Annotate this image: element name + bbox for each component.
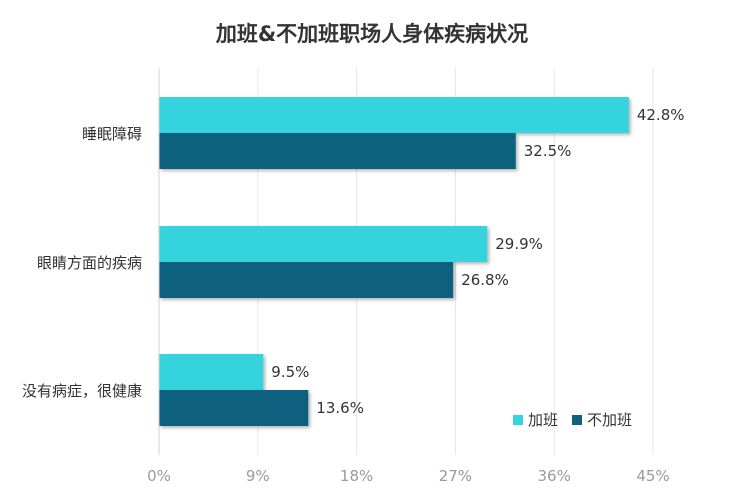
x-tick-label: 9% <box>246 467 270 485</box>
x-tick-label: 45% <box>636 467 669 485</box>
bar-no-overtime <box>159 390 309 426</box>
bar-overtime <box>159 97 629 133</box>
x-tick-label: 0% <box>147 467 171 485</box>
data-label: 29.9% <box>495 235 543 253</box>
data-label: 26.8% <box>461 271 509 289</box>
data-label: 32.5% <box>524 142 572 160</box>
x-tick-label: 18% <box>340 467 373 485</box>
category-label: 睡眠障碍 <box>82 125 142 143</box>
category-label: 没有病症，很健康 <box>22 382 142 400</box>
chart-title: 加班&不加班职场人身体疾病状况 <box>215 22 529 46</box>
legend-label: 不加班 <box>587 411 632 429</box>
x-tick-label: 36% <box>538 467 571 485</box>
legend-swatch <box>572 415 582 425</box>
data-label: 42.8% <box>637 106 685 124</box>
data-label: 13.6% <box>316 399 364 417</box>
x-tick-label: 27% <box>439 467 472 485</box>
bar-overtime <box>159 226 488 262</box>
data-label: 9.5% <box>271 363 309 381</box>
bar-no-overtime <box>159 133 516 169</box>
bar-overtime <box>159 354 264 390</box>
legend-label: 加班 <box>528 411 558 429</box>
legend-swatch <box>513 415 523 425</box>
bar-no-overtime <box>159 262 454 298</box>
category-label: 眼睛方面的疾病 <box>37 254 142 272</box>
